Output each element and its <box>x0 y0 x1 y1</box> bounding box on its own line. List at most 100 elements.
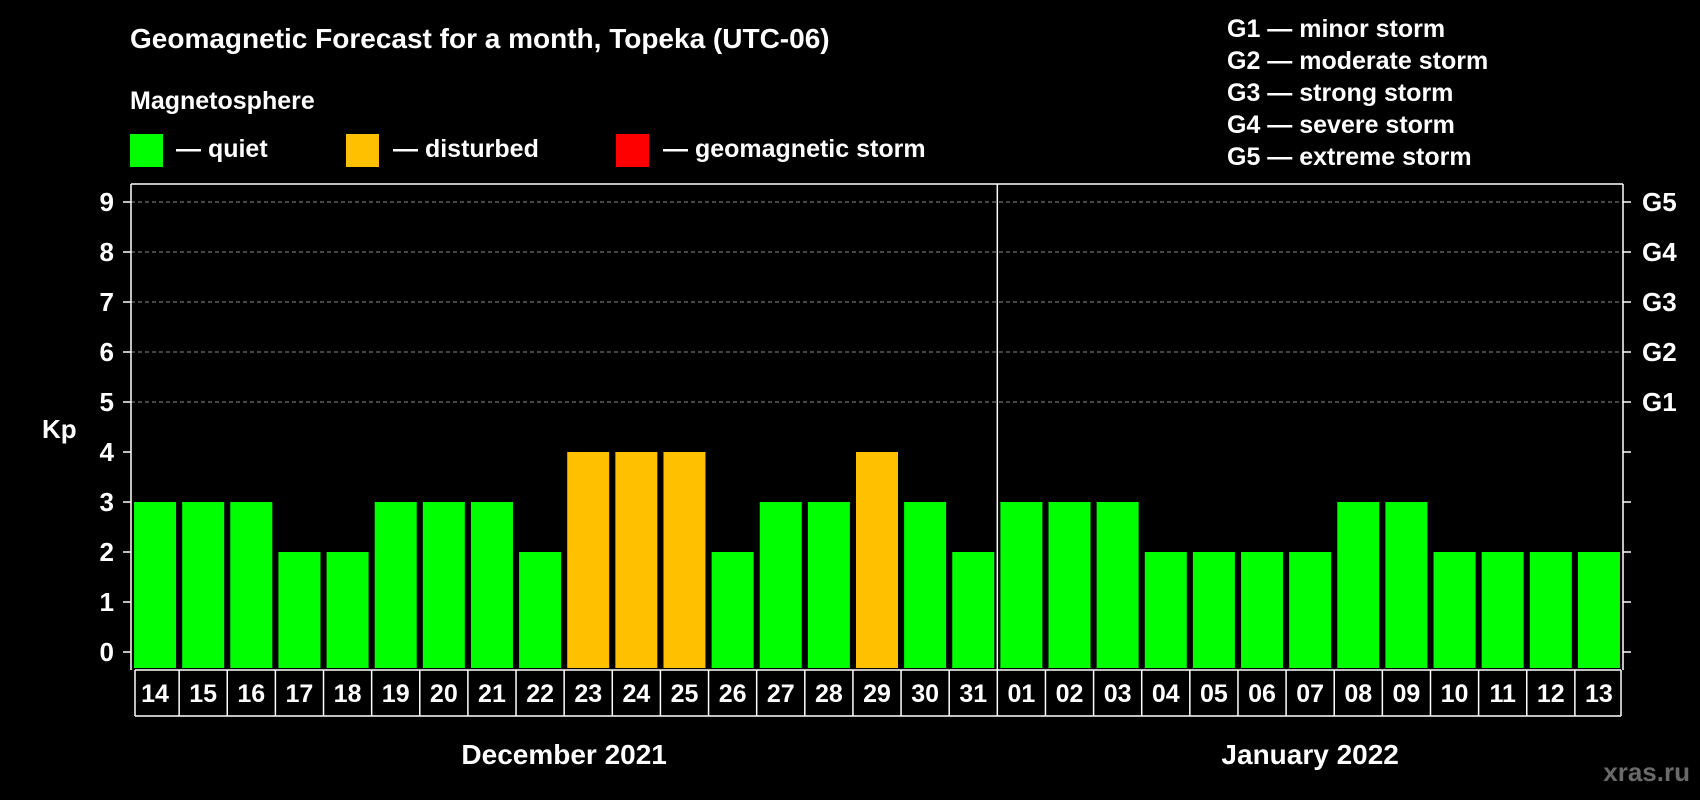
bar-05-22 <box>1192 552 1235 668</box>
day-label-13: 27 <box>767 680 795 708</box>
gridlines <box>131 201 1623 403</box>
day-labels: 14 15 16 17 18 19 20 21 22 23 24 25 26 27 28 29 30 31 01 02… <box>134 669 1622 717</box>
bar-24-10 <box>615 452 658 668</box>
day-label-12: 26 <box>719 680 747 708</box>
bar-18-4 <box>326 552 369 668</box>
day-label-20: 03 <box>1104 680 1132 708</box>
day-label-17: 31 <box>959 680 987 708</box>
bar-19-5 <box>374 502 417 668</box>
storm-level-g4: G4 — severe storm <box>1227 111 1455 139</box>
bar-21-7 <box>470 502 513 668</box>
day-label-9: 23 <box>574 680 602 708</box>
right-axis-label-g3: G3 <box>1642 287 1677 317</box>
day-label-29: 12 <box>1537 680 1565 708</box>
y-tick-label-4: 4 <box>100 437 115 467</box>
legend-label-quiet: — quiet <box>176 135 268 163</box>
day-label-11: 25 <box>671 680 699 708</box>
axes <box>130 183 1624 670</box>
bar-09-26 <box>1385 502 1428 668</box>
bar-08-25 <box>1337 502 1380 668</box>
bar-15-1 <box>182 502 225 668</box>
day-label-14: 28 <box>815 680 843 708</box>
bar-16-2 <box>230 502 273 668</box>
bar-23-9 <box>567 452 610 668</box>
day-label-19: 02 <box>1056 680 1084 708</box>
bar-29-15 <box>856 452 898 668</box>
y-tick-label-0: 0 <box>100 637 114 667</box>
bar-14-0 <box>134 502 177 668</box>
bar-28-14 <box>807 502 850 668</box>
storm-level-g3: G3 — strong storm <box>1227 79 1453 107</box>
right-axis-label-g2: G2 <box>1642 337 1677 367</box>
y-tick-label-8: 8 <box>100 237 114 267</box>
bar-22-8 <box>519 552 562 668</box>
month-label-0: December 2021 <box>461 739 666 770</box>
storm-level-g5: G5 — extreme storm <box>1227 143 1472 171</box>
day-label-16: 30 <box>911 680 939 708</box>
bars <box>134 452 1620 668</box>
day-label-7: 21 <box>478 680 506 708</box>
y-tick-label-6: 6 <box>100 337 114 367</box>
right-axis-ticks: G1 G2 G3 G4 G5 <box>1623 187 1677 653</box>
day-label-15: 29 <box>863 680 891 708</box>
day-label-2: 16 <box>237 680 265 708</box>
bar-10-27 <box>1433 552 1476 668</box>
y-tick-label-5: 5 <box>100 387 114 417</box>
day-label-3: 17 <box>286 680 314 708</box>
day-label-23: 06 <box>1248 680 1276 708</box>
bar-01-18 <box>1000 502 1043 668</box>
day-label-0: 14 <box>141 680 169 708</box>
bar-06-23 <box>1241 552 1284 668</box>
storm-level-g2: G2 — moderate storm <box>1227 47 1488 75</box>
day-label-27: 10 <box>1441 680 1469 708</box>
day-label-26: 09 <box>1393 680 1421 708</box>
bar-13-30 <box>1577 552 1620 668</box>
day-label-5: 19 <box>382 680 410 708</box>
month-label-1: January 2022 <box>1221 739 1398 770</box>
month-labels: December 2021 January 2022 <box>461 739 1398 770</box>
chart-title: Geomagnetic Forecast for a month, Topeka… <box>130 23 830 54</box>
right-axis-label-g4: G4 <box>1642 237 1677 267</box>
day-label-1: 15 <box>189 680 217 708</box>
day-label-4: 18 <box>334 680 362 708</box>
day-label-21: 04 <box>1152 680 1180 708</box>
bar-20-6 <box>422 502 465 668</box>
bar-03-20 <box>1096 502 1139 668</box>
bar-04-21 <box>1144 552 1187 668</box>
day-label-8: 22 <box>526 680 554 708</box>
bar-11-28 <box>1481 552 1524 668</box>
right-axis-label-g1: G1 <box>1642 387 1677 417</box>
y-tick-label-3: 3 <box>100 487 114 517</box>
bar-02-19 <box>1048 502 1091 668</box>
legend-label-disturbed: — disturbed <box>393 135 539 163</box>
y-axis-label: Kp <box>42 414 77 444</box>
legend-swatch-disturbed <box>346 134 379 167</box>
day-label-18: 01 <box>1007 680 1035 708</box>
day-label-25: 08 <box>1344 680 1372 708</box>
day-label-24: 07 <box>1296 680 1324 708</box>
legend-swatch-quiet <box>130 134 163 167</box>
y-tick-label-1: 1 <box>100 587 114 617</box>
day-label-30: 13 <box>1585 680 1613 708</box>
bar-26-12 <box>711 552 754 668</box>
bar-17-3 <box>278 552 321 668</box>
bar-07-24 <box>1289 552 1332 668</box>
day-label-10: 24 <box>622 680 650 708</box>
day-label-6: 20 <box>430 680 458 708</box>
bar-25-11 <box>663 452 706 668</box>
bar-12-29 <box>1529 552 1572 668</box>
y-axis-ticks: 0 1 2 3 4 5 6 7 8 9 <box>100 187 131 667</box>
legend-label-storm: — geomagnetic storm <box>663 135 926 163</box>
y-tick-label-7: 7 <box>100 287 114 317</box>
bar-27-13 <box>759 502 802 668</box>
y-tick-label-2: 2 <box>100 537 114 567</box>
bar-30-16 <box>904 502 947 668</box>
legend-heading: Magnetosphere <box>130 87 315 115</box>
day-label-22: 05 <box>1200 680 1228 708</box>
storm-level-g1: G1 — minor storm <box>1227 15 1445 43</box>
right-axis-label-g5: G5 <box>1642 187 1677 217</box>
watermark: xras.ru <box>1603 757 1690 787</box>
y-tick-label-9: 9 <box>100 187 114 217</box>
day-label-28: 11 <box>1489 680 1516 708</box>
